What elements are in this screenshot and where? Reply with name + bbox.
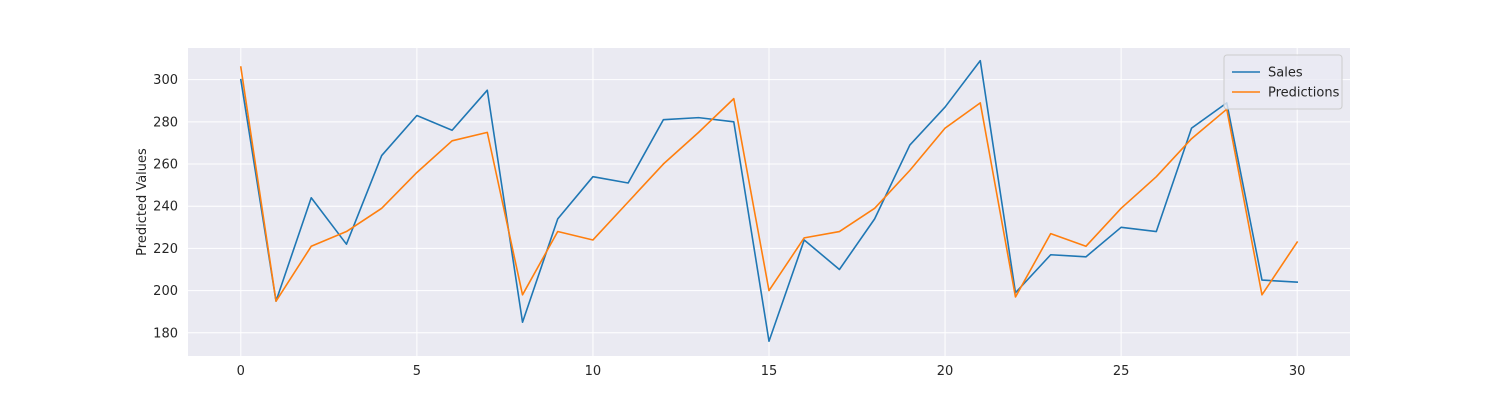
y-axis-ticks: 180 200 220 240 260 280 300 bbox=[153, 73, 178, 341]
legend-box bbox=[1223, 54, 1343, 110]
x-tick-label-0: 0 bbox=[237, 364, 245, 379]
x-tick-label-5: 25 bbox=[1113, 364, 1130, 379]
y-tick-label-6: 300 bbox=[153, 73, 178, 88]
series-line-sales bbox=[239, 59, 1299, 343]
grid bbox=[188, 48, 1350, 356]
x-tick-label-4: 20 bbox=[937, 364, 954, 379]
y-tick-label-3: 240 bbox=[153, 200, 178, 215]
legend: Sales Predictions bbox=[1223, 54, 1343, 110]
y-tick-label-1: 200 bbox=[153, 284, 178, 299]
x-axis-ticks: 0 5 10 15 20 25 30 bbox=[237, 364, 1306, 379]
x-tick-label-6: 30 bbox=[1289, 364, 1306, 379]
series-line-predictions bbox=[239, 66, 1299, 302]
y-tick-label-2: 220 bbox=[153, 242, 178, 257]
x-tick-label-1: 5 bbox=[413, 364, 421, 379]
y-tick-label-4: 260 bbox=[153, 158, 178, 173]
y-tick-label-0: 180 bbox=[153, 326, 178, 341]
legend-label-predictions: Predictions bbox=[1268, 86, 1340, 101]
x-tick-label-3: 15 bbox=[761, 364, 778, 379]
legend-label-sales: Sales bbox=[1268, 66, 1303, 81]
series-layer bbox=[239, 59, 1299, 343]
y-axis-label: Predicted Values bbox=[135, 148, 150, 256]
y-tick-label-5: 280 bbox=[153, 115, 178, 130]
x-tick-label-2: 10 bbox=[585, 364, 602, 379]
